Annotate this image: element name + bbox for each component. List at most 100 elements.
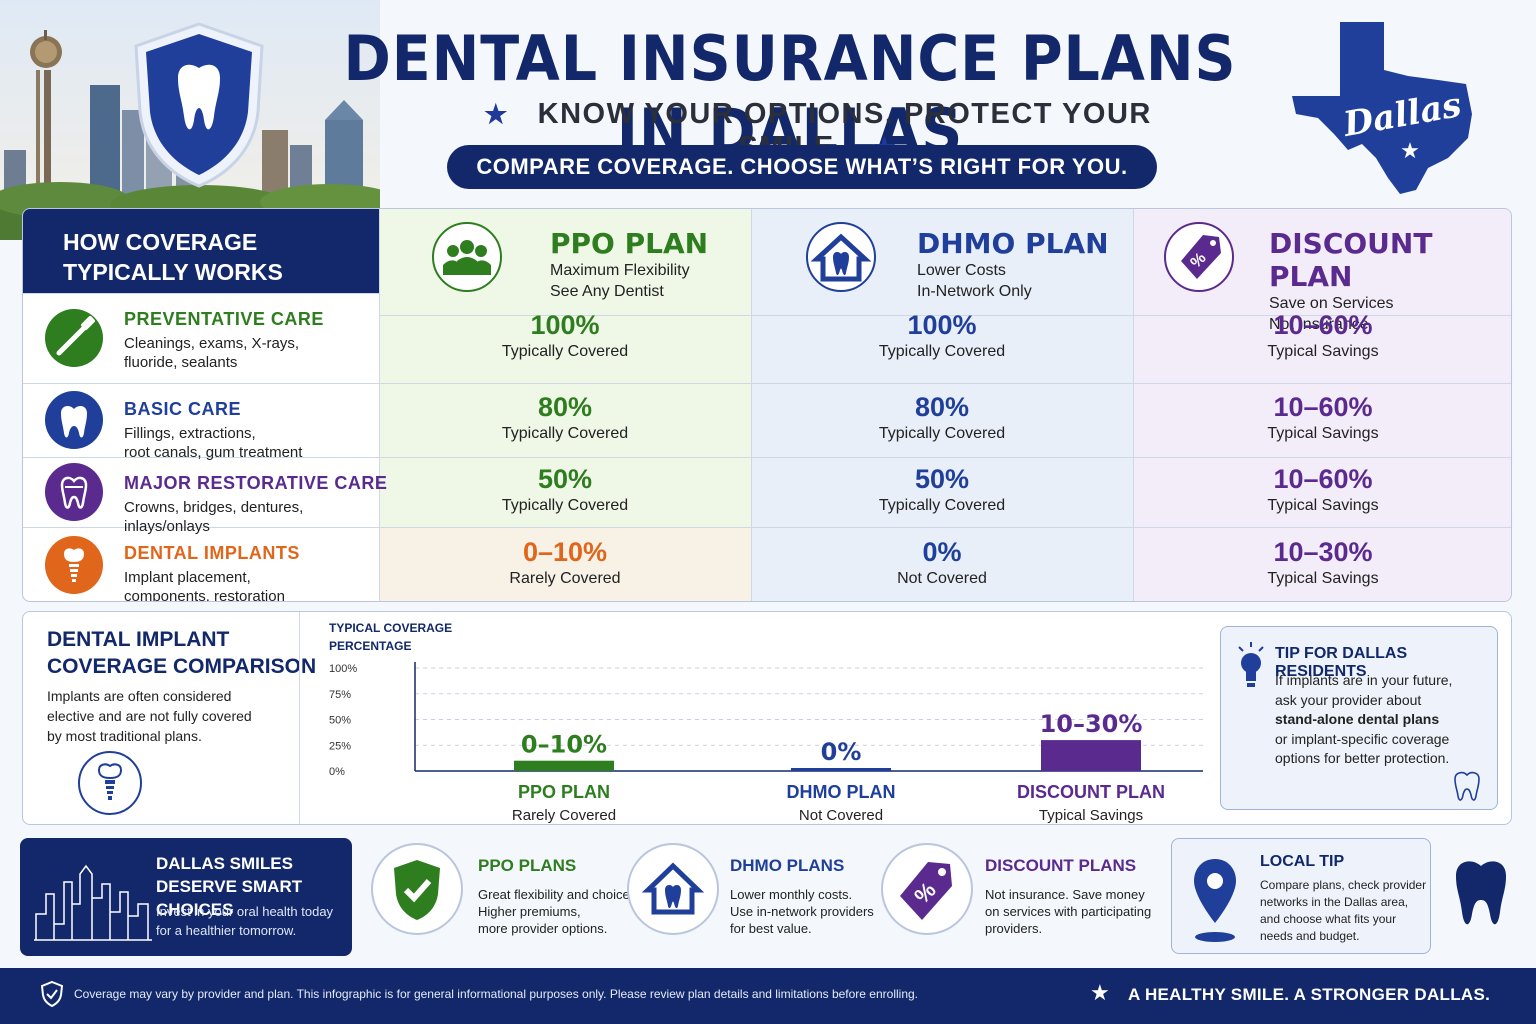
plan-sub1: Save on Services	[1269, 295, 1394, 312]
y-tick-label: 75%	[329, 689, 351, 701]
cell-dhmo: 80% Typically Covered	[751, 392, 1133, 443]
category-desc: fluoride, sealants	[124, 354, 238, 371]
implant-title-line1: DENTAL IMPLANT	[47, 628, 230, 651]
cell-ppo: 50% Typically Covered	[379, 464, 751, 515]
coverage-note: Typical Savings	[1267, 570, 1379, 587]
lightbulb-icon	[1235, 641, 1267, 694]
check-shield-icon	[370, 842, 464, 941]
row-divider	[379, 315, 1511, 316]
coverage-note: Not Covered	[897, 570, 987, 587]
category-title: MAJOR RESTORATIVE CARE	[124, 473, 388, 493]
dallas-smiles-banner: DALLAS SMILES DESERVE SMART CHOICES Inve…	[20, 838, 352, 956]
card-line: Great flexibility and choice.	[478, 887, 634, 902]
category-label: DENTAL IMPLANTS Implant placement, compone…	[124, 543, 300, 602]
plan-sub1: Lower Costs	[917, 262, 1006, 279]
star-icon: ★	[1090, 980, 1110, 1005]
cell-disc: 10–60% Typical Savings	[1133, 310, 1511, 361]
category-desc: Crowns, bridges, dentures,	[124, 499, 304, 516]
category-desc: inlays/onlays	[124, 518, 210, 535]
coverage-value: 0%	[922, 537, 962, 567]
cell-disc: 10–30% Typical Savings	[1133, 537, 1511, 588]
column-divider	[751, 209, 752, 601]
left-header-line2: TYPICALLY WORKS	[63, 259, 283, 285]
tooth-icon	[1450, 856, 1512, 935]
plan-name: PPO PLAN	[550, 227, 709, 260]
dallas-tip-box: TIP FOR DALLAS RESIDENTS If implants are…	[1220, 626, 1498, 810]
coverage-note: Typical Savings	[1267, 343, 1379, 360]
tip-title: TIP FOR DALLAS RESIDENTS	[1275, 645, 1408, 680]
tip-line: options for better protection.	[1275, 750, 1450, 766]
smiles-title: DALLAS SMILES DESERVE SMART CHOICES	[156, 852, 352, 921]
category-title: DENTAL IMPLANTS	[124, 543, 300, 563]
coverage-value: 100%	[907, 310, 977, 340]
implant-desc-line: elective and are not fully covered	[47, 708, 252, 724]
tooth-icon	[45, 391, 103, 454]
card-text: Lower monthly costs. Use in-network prov…	[730, 886, 874, 937]
discount-tag-icon: %	[880, 842, 974, 941]
toothbrush-icon	[45, 309, 103, 372]
discount-tag-icon: %	[1163, 221, 1235, 298]
coverage-note: Rarely Covered	[509, 570, 621, 587]
bottom-card-discount: DISCOUNT PLANS Not insurance. Save money…	[985, 856, 1151, 937]
implant-desc-line: by most traditional plans.	[47, 728, 202, 744]
row-divider	[23, 527, 1511, 528]
category-sublabel: Typical Savings	[1039, 807, 1143, 824]
y-tick-label: 0%	[329, 766, 345, 778]
category-sublabel: Rarely Covered	[512, 807, 616, 824]
tooth-icon	[1451, 769, 1483, 808]
local-tip-line: needs and budget.	[1260, 929, 1360, 943]
category-label: BASIC CARE Fillings, extractions, root can…	[124, 399, 302, 462]
local-tip-line: networks in the Dallas area,	[1260, 895, 1409, 909]
coverage-note: Typically Covered	[878, 425, 1006, 442]
coverage-value: 10–60%	[1273, 464, 1373, 494]
card-title: DISCOUNT PLANS	[985, 856, 1137, 875]
category-label: DHMO PLAN	[787, 782, 896, 802]
card-line: providers.	[985, 921, 1043, 936]
cell-disc: 10–60% Typical Savings	[1133, 392, 1511, 443]
smiles-text-line1: Invest in your oral health today	[156, 904, 334, 919]
cell-dhmo: 100% Typically Covered	[751, 310, 1133, 361]
city-skyline-icon	[34, 854, 152, 947]
section-divider	[299, 612, 300, 824]
coverage-value: 80%	[914, 392, 970, 422]
y-tick-label: 100%	[329, 663, 357, 675]
plan-header-discount: DISCOUNT PLAN Save on Services Not Insur…	[1269, 227, 1511, 335]
implant-title-line2: COVERAGE COMPARISON	[47, 655, 317, 678]
footer-bar: Coverage may vary by provider and plan. …	[0, 968, 1536, 1024]
svg-text:★: ★	[1400, 138, 1420, 163]
implant-desc-line: Implants are often considered	[47, 688, 232, 704]
plan-header-ppo: PPO PLAN Maximum Flexibility See Any Den…	[550, 227, 708, 302]
bottom-card-ppo: PPO PLANS Great flexibility and choice. …	[478, 856, 633, 937]
footer-disclaimer: Coverage may vary by provider and plan. …	[74, 987, 919, 1001]
category-sublabel: Not Covered	[799, 807, 883, 824]
implant-icon	[77, 750, 143, 821]
coverage-value: 10–60%	[1273, 392, 1373, 422]
category-label: MAJOR RESTORATIVE CARE Crowns, bridges, d…	[124, 473, 387, 536]
tip-line: ask your provider about	[1275, 691, 1422, 708]
coverage-value: 50%	[914, 464, 970, 494]
category-desc: components, restoration	[124, 588, 285, 602]
row-divider	[23, 457, 1511, 458]
plan-sub2: See Any Dentist	[550, 283, 664, 300]
coverage-value: 10–30%	[1273, 537, 1373, 567]
y-tick-label: 25%	[329, 740, 351, 752]
coverage-table: HOW COVERAGE TYPICALLY WORKS PPO PLAN Ma…	[22, 208, 1512, 602]
card-text: Great flexibility and choice. Higher pre…	[478, 886, 633, 937]
coverage-note: Typically Covered	[878, 497, 1006, 514]
card-line: Lower monthly costs.	[730, 887, 853, 902]
coverage-note: Typically Covered	[501, 497, 629, 514]
cell-ppo: 100% Typically Covered	[379, 310, 751, 361]
map-pin-icon	[1190, 857, 1240, 954]
house-tooth-icon	[797, 221, 885, 298]
table-left-header: HOW COVERAGE TYPICALLY WORKS	[23, 209, 379, 293]
local-tip-box: LOCAL TIP Compare plans, check provider …	[1171, 838, 1431, 954]
data-label: 10–30%	[1040, 710, 1143, 738]
local-tip-line: and choose what fits your	[1260, 912, 1397, 926]
card-title: DHMO PLANS	[730, 856, 845, 875]
coverage-value: 100%	[530, 310, 600, 340]
tip-line: or implant-specific coverage	[1275, 730, 1450, 747]
plan-header-dhmo: DHMO PLAN Lower Costs In-Network Only	[917, 227, 1109, 302]
crown-tooth-icon	[45, 463, 103, 526]
row-divider	[23, 383, 1511, 384]
smiles-title-line2: DESERVE SMART CHOICES	[156, 877, 303, 919]
